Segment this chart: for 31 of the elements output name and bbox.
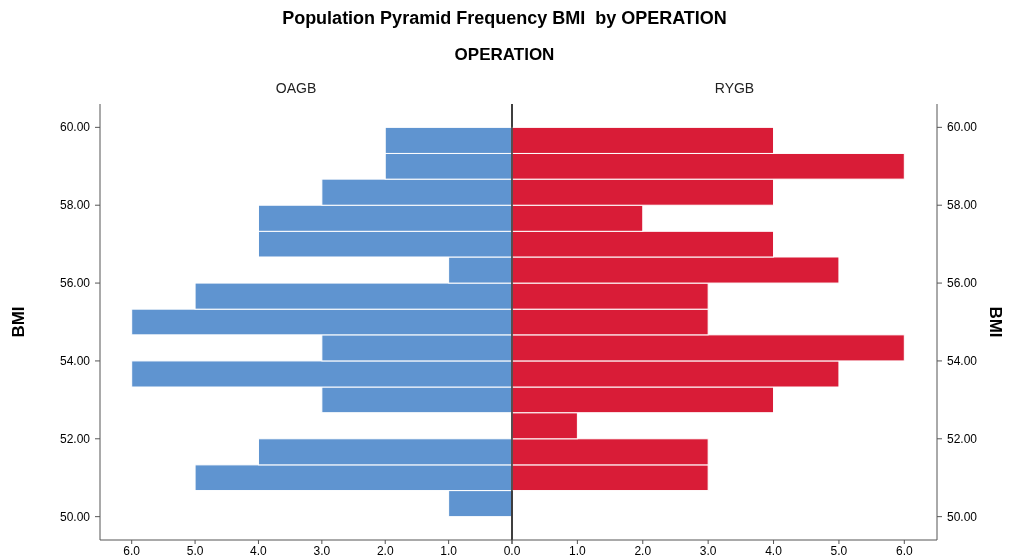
y-axis-title: BMI — [9, 306, 28, 338]
chart-title: Population Pyramid Frequency BMI by OPERATION — [282, 8, 727, 28]
x-tick-label: 6.0 — [123, 544, 141, 557]
y-axis-title: BMI — [986, 306, 1005, 338]
chart-subtitle: OPERATION — [454, 45, 555, 64]
x-tick-label: 3.0 — [699, 544, 717, 557]
y-tick-label: 60.00 — [59, 120, 91, 135]
x-tick-label: 2.0 — [634, 544, 652, 557]
x-tick-label: 4.0 — [250, 544, 268, 557]
x-tick-label: 5.0 — [186, 544, 204, 557]
x-tick-label: 0.0 — [503, 544, 521, 557]
y-tick-label: 54.00 — [947, 353, 978, 368]
y-tick-label: 58.00 — [947, 198, 978, 213]
text: RYGB — [714, 80, 755, 96]
y-tick-label: 58.00 — [59, 198, 91, 213]
x-tick-label: 1.0 — [440, 544, 458, 557]
y-tick-label: 52.00 — [59, 431, 91, 446]
y-tick-label: 52.00 — [947, 431, 978, 446]
x-tick-label: 5.0 — [830, 544, 848, 557]
x-tick-label: 3.0 — [313, 544, 331, 557]
x-tick-label: 4.0 — [765, 544, 783, 557]
text: OAGB — [275, 80, 317, 96]
x-tick-label: 1.0 — [569, 544, 587, 557]
y-tick-label: 50.00 — [59, 509, 91, 524]
y-tick-label: 54.00 — [59, 353, 91, 368]
y-tick-label: 56.00 — [947, 276, 978, 291]
x-tick-label: 6.0 — [895, 544, 913, 557]
x-tick-label: 2.0 — [376, 544, 394, 557]
y-tick-label: 56.00 — [59, 276, 91, 291]
y-tick-label: 50.00 — [947, 509, 978, 524]
y-tick-label: 60.00 — [947, 120, 978, 135]
